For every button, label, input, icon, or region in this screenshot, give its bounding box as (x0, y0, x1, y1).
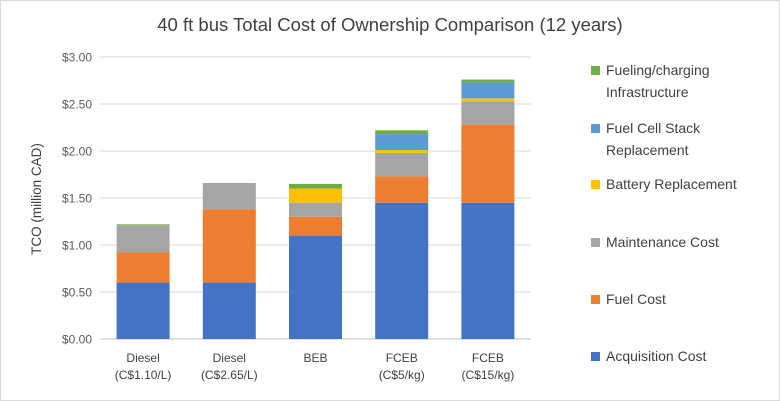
x-tick-label: FCEB (386, 351, 418, 365)
x-tick-label: BEB (303, 351, 327, 365)
bar-segment (375, 134, 429, 151)
bar-segment (461, 98, 515, 102)
x-tick-label: Diesel (213, 351, 246, 365)
y-tick-label: $0.50 (62, 286, 92, 300)
bar-segment (461, 82, 515, 99)
legend-label-line: Fuel Cell Stack (606, 120, 701, 136)
bar-segment (289, 235, 342, 339)
legend-label-line: Infrastructure (606, 84, 689, 100)
x-tick-label: (C$5/kg) (379, 368, 425, 382)
bar-segment (289, 216, 342, 236)
bar-segment (289, 188, 342, 203)
bar-segment (461, 202, 515, 339)
bar-segment (289, 202, 342, 217)
bar-segment (116, 225, 170, 253)
x-tick-label: FCEB (472, 351, 504, 365)
y-tick-label: $1.00 (62, 239, 92, 253)
legend-label: Acquisition Cost (606, 345, 776, 367)
y-tick-label: $2.50 (62, 98, 92, 112)
bar-segment (461, 101, 515, 125)
bar-segment (461, 124, 515, 203)
bar-segment (461, 79, 515, 83)
bar-segment (375, 176, 429, 203)
bar-segment (116, 224, 170, 226)
legend-swatch (591, 352, 600, 361)
bar-segment (116, 252, 170, 283)
y-tick-label: $1.50 (62, 192, 92, 206)
x-tick-label: Diesel (126, 351, 159, 365)
legend-label: Maintenance Cost (606, 231, 776, 253)
bar-segment (375, 150, 429, 153)
legend-swatch (591, 180, 600, 189)
bar-segment (202, 282, 256, 339)
legend-label-line: Fueling/charging (606, 62, 710, 78)
legend-swatch (591, 66, 600, 75)
legend-label-line: Replacement (606, 142, 689, 158)
legend-label: Fuel Cell Stack Replacement (606, 117, 776, 161)
x-tick-label: (C$2.65/L) (201, 368, 258, 382)
x-tick-label: (C$15/kg) (462, 368, 515, 382)
y-tick-label: $3.00 (62, 51, 92, 65)
bar-segment (375, 202, 429, 339)
bar-segment (116, 282, 170, 339)
legend-label-line: Fuel Cost (606, 291, 666, 307)
bar-segment (289, 183, 342, 189)
legend-label: Fueling/charging Infrastructure (606, 59, 776, 103)
legend-swatch (591, 238, 600, 247)
x-tick-label: (C$1.10/L) (115, 368, 172, 382)
bar-segment (375, 130, 429, 135)
y-tick-label: $0.00 (62, 333, 92, 347)
legend-label-line: Acquisition Cost (606, 348, 707, 364)
legend-swatch (591, 295, 600, 304)
legend-label: Battery Replacement (606, 173, 776, 195)
legend-swatch (591, 124, 600, 133)
legend-label: Fuel Cost (606, 288, 776, 310)
bar-segment (202, 209, 256, 283)
y-tick-label: $2.00 (62, 145, 92, 159)
bar-segment (375, 152, 429, 177)
bar-segment (202, 182, 256, 210)
chart-title: 40 ft bus Total Cost of Ownership Compar… (157, 14, 623, 35)
legend-label-line: Maintenance Cost (606, 234, 719, 250)
legend-label-line: Battery Replacement (606, 176, 737, 192)
